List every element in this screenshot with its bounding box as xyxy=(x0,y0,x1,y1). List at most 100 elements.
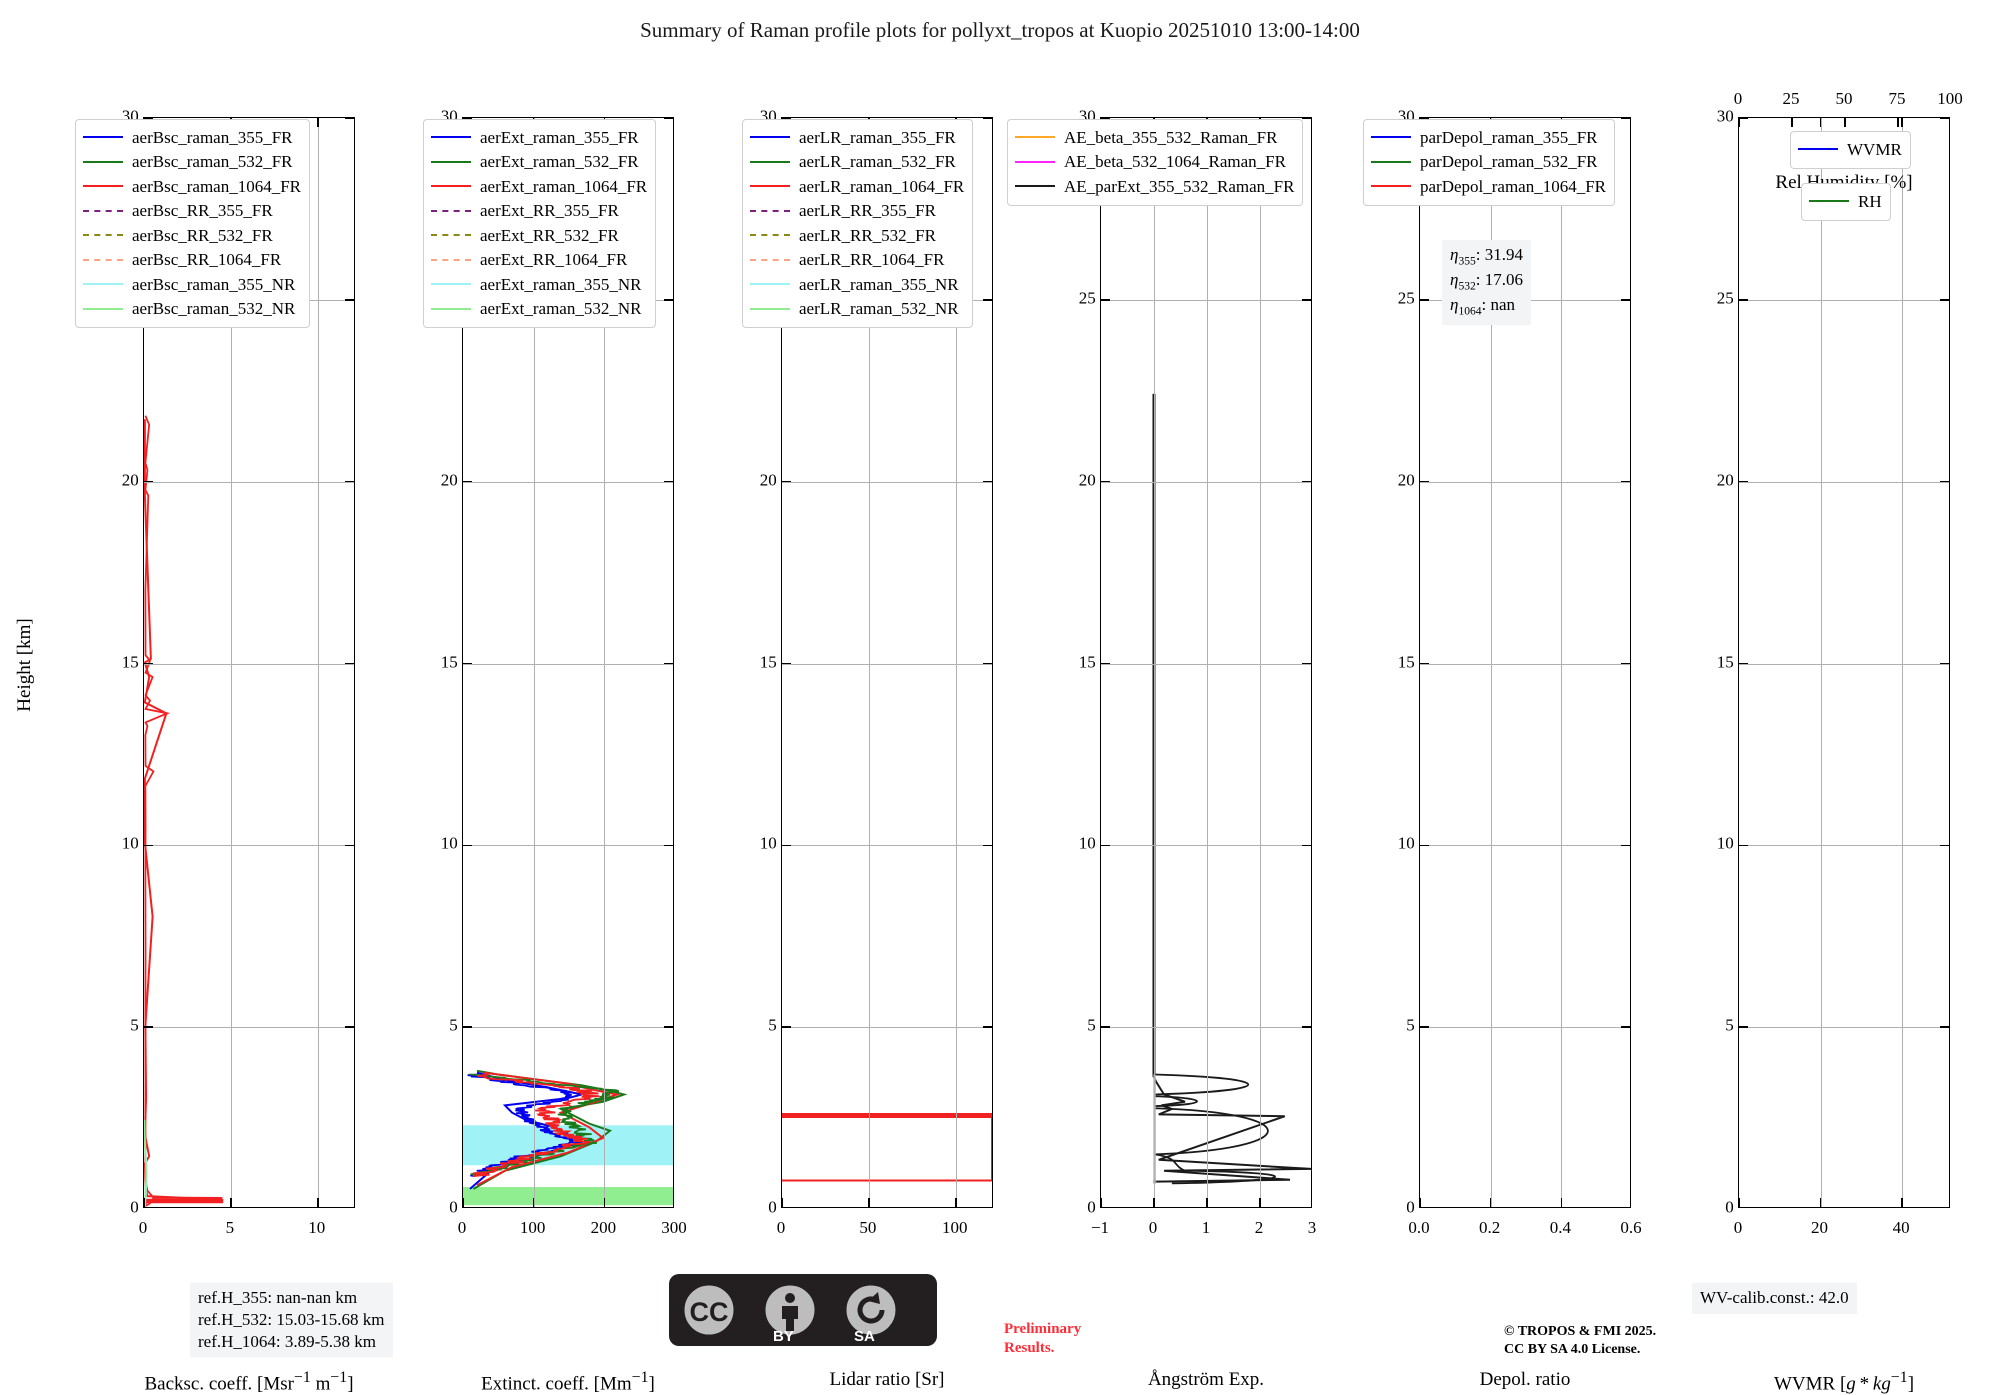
legend-item[interactable]: aerBsc_raman_532_NR xyxy=(83,297,301,322)
y-axis-tick xyxy=(664,299,673,301)
legend-lidar-ratio[interactable]: aerLR_raman_355_FR aerLR_raman_532_FR aerL… xyxy=(742,119,974,328)
gridline-horizontal xyxy=(1420,663,1630,665)
legend-angstrom[interactable]: AE_beta_355_532_Raman_FR AE_beta_532_1064… xyxy=(1007,119,1304,206)
legend-backscatter[interactable]: aerBsc_raman_355_FR aerBsc_raman_532_FR ae… xyxy=(75,119,311,328)
y-axis-tick xyxy=(1739,1026,1748,1028)
y-axis-tick xyxy=(1302,480,1311,483)
y-axis-tick xyxy=(144,480,153,483)
legend-item[interactable]: aerLR_RR_1064_FR xyxy=(750,248,964,273)
legend-item-label: aerExt_raman_532_NR xyxy=(480,299,642,319)
cc-by-sa-badge[interactable]: CC BY SA xyxy=(669,1274,937,1346)
x-axis-tick xyxy=(782,1198,783,1207)
legend-item[interactable]: RH xyxy=(1809,189,1882,214)
legend-item-label: aerExt_raman_532_FR xyxy=(480,152,639,172)
legend-item[interactable]: aerExt_RR_532_FR xyxy=(431,223,647,248)
preliminary-results-note: Preliminary Results. xyxy=(1004,1321,1082,1356)
legend-item[interactable]: aerExt_raman_1064_FR xyxy=(431,174,647,199)
copyright-note: © TROPOS & FMI 2025. CC BY SA 4.0 Licens… xyxy=(1504,1324,1657,1357)
gridline-horizontal xyxy=(144,845,354,847)
x-axis-tick-label: 0.4 xyxy=(1549,1218,1571,1237)
legend-item[interactable]: aerBsc_RR_355_FR xyxy=(83,199,301,224)
legend-item[interactable]: aerBsc_RR_1064_FR xyxy=(83,248,301,273)
legend-item[interactable]: aerExt_raman_532_FR xyxy=(431,150,647,175)
y-axis-tick xyxy=(1940,844,1949,847)
legend-item[interactable]: aerBsc_raman_355_NR xyxy=(83,272,301,297)
legend-item[interactable]: aerBsc_RR_532_FR xyxy=(83,223,301,248)
legend-item[interactable]: AE_beta_532_1064_Raman_FR xyxy=(1015,150,1294,175)
y-axis-tick xyxy=(664,118,673,119)
legend-item[interactable]: aerExt_raman_532_NR xyxy=(431,297,647,322)
y-axis-tick-label: 0 xyxy=(1406,1197,1415,1217)
legend-item[interactable]: WVMR xyxy=(1798,137,1902,162)
y-axis-tick xyxy=(1101,299,1110,301)
gridline-horizontal xyxy=(144,1027,354,1029)
y-axis-tick xyxy=(983,844,992,847)
legend-item[interactable]: parDepol_raman_532_FR xyxy=(1371,150,1606,175)
series-extinction xyxy=(463,118,673,1206)
y-axis-tick xyxy=(1302,1026,1311,1028)
plot-area-angstrom[interactable] xyxy=(1100,117,1312,1208)
legend-item-label: parDepol_raman_1064_FR xyxy=(1420,176,1607,196)
legend-item[interactable]: aerBsc_raman_1064_FR xyxy=(83,174,301,199)
y-axis-tick xyxy=(463,1026,472,1028)
legend-item[interactable]: aerExt_raman_355_NR xyxy=(431,272,647,297)
legend-item[interactable]: aerExt_RR_355_FR xyxy=(431,199,647,224)
legend-extinction[interactable]: aerExt_raman_355_FR aerExt_raman_532_FR ae… xyxy=(423,119,657,328)
y-axis-tick xyxy=(1940,480,1949,483)
legend-item-label: aerBsc_raman_532_NR xyxy=(132,299,296,319)
wv-calib-box: WV-calib.const.: 42.0 xyxy=(1692,1283,1857,1314)
y-axis-tick xyxy=(1101,118,1110,119)
axis-label-wvmr: WVMR [g * kg−1] xyxy=(1773,1369,1915,1395)
legend-depolarization[interactable]: parDepol_raman_355_FR parDepol_raman_532_… xyxy=(1363,119,1616,206)
data-series-line xyxy=(145,419,223,1205)
legend-item[interactable]: aerLR_raman_532_FR xyxy=(750,150,964,175)
legend-item[interactable]: aerLR_raman_355_FR xyxy=(750,125,964,150)
legend-rh[interactable]: RH xyxy=(1801,183,1891,221)
legend-item[interactable]: aerLR_raman_355_NR xyxy=(750,272,964,297)
legend-item-label: parDepol_raman_532_FR xyxy=(1420,152,1598,172)
legend-item-label: aerBsc_RR_1064_FR xyxy=(132,250,282,270)
legend-item[interactable]: parDepol_raman_355_FR xyxy=(1371,125,1606,150)
legend-item[interactable]: aerLR_RR_355_FR xyxy=(750,199,964,224)
gridline-vertical xyxy=(1260,118,1261,1207)
legend-item[interactable]: AE_beta_355_532_Raman_FR xyxy=(1015,125,1294,150)
legend-item[interactable]: aerLR_raman_532_NR xyxy=(750,297,964,322)
legend-item[interactable]: AE_parExt_355_532_Raman_FR xyxy=(1015,174,1294,199)
gridline-horizontal xyxy=(1420,481,1630,483)
legend-item[interactable]: aerBsc_raman_355_FR xyxy=(83,125,301,150)
legend-item[interactable]: parDepol_raman_1064_FR xyxy=(1371,174,1606,199)
legend-line-swatch xyxy=(1371,185,1411,188)
legend-wvmr[interactable]: WVMR xyxy=(1790,131,1911,169)
gridline-horizontal xyxy=(1101,481,1311,483)
y-axis-tick-label: 10 xyxy=(1716,833,1734,853)
svg-text:CC: CC xyxy=(690,1297,729,1327)
y-axis-tick xyxy=(1420,299,1429,301)
data-series-line xyxy=(1154,394,1312,1182)
x-axis-tick-label: 200 xyxy=(590,1218,617,1237)
x-axis-tick-label: 20 xyxy=(1811,1218,1829,1237)
legend-item[interactable]: aerExt_RR_1064_FR xyxy=(431,248,647,273)
legend-item[interactable]: aerLR_raman_1064_FR xyxy=(750,174,964,199)
legend-item-label: aerBsc_raman_355_FR xyxy=(132,127,293,147)
legend-line-swatch xyxy=(750,258,790,261)
plot-area-wvmr-rh[interactable] xyxy=(1738,117,1950,1208)
y-axis-tick xyxy=(345,480,354,483)
y-axis-tick xyxy=(1420,662,1429,665)
eta-value-532: η532: 17.06 xyxy=(1450,270,1523,293)
x-axis-tick xyxy=(1206,1198,1208,1207)
y-axis-tick xyxy=(345,662,354,665)
cc-badge-by-label: BY xyxy=(773,1328,794,1345)
gridline-vertical xyxy=(1490,118,1492,1207)
legend-item[interactable]: aerLR_RR_532_FR xyxy=(750,223,964,248)
y-axis-tick xyxy=(1101,844,1110,847)
legend-item-label: aerLR_RR_355_FR xyxy=(799,201,936,221)
legend-item-label: aerLR_RR_532_FR xyxy=(799,225,936,245)
x-axis-tick xyxy=(1819,118,1822,127)
y-axis-tick-label: 15 xyxy=(1078,652,1096,672)
legend-item[interactable]: aerExt_raman_355_FR xyxy=(431,125,647,150)
y-axis-tick xyxy=(983,1026,992,1028)
x-axis-tick xyxy=(316,1198,319,1207)
panel-extinction: Extinct. coeff. [Mm−1] aerExt_raman_355_… xyxy=(423,107,687,1394)
y-axis-tick-label: 5 xyxy=(130,1015,139,1035)
legend-item[interactable]: aerBsc_raman_532_FR xyxy=(83,150,301,175)
